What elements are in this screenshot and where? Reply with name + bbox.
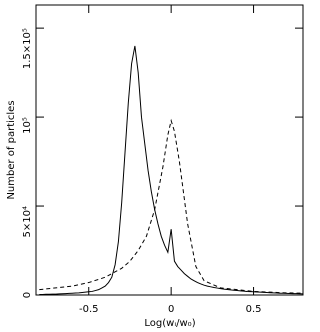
y-axis-label: Number of particles bbox=[6, 100, 17, 199]
series-line bbox=[39, 45, 304, 295]
x-tick-label: 0 bbox=[168, 304, 174, 315]
x-axis-label: Log(wᵢ/w₀) bbox=[144, 318, 195, 329]
plot-frame bbox=[35, 4, 304, 296]
y-tick-label: 10⁵ bbox=[22, 117, 33, 134]
series-line bbox=[39, 118, 304, 294]
y-tick-label: 5×10⁴ bbox=[22, 206, 33, 237]
chart: Log(wᵢ/w₀) Number of particles -0.5 0 0.5 0… bbox=[6, 4, 304, 329]
y-tick-label: 0 bbox=[22, 292, 33, 298]
y-tick-label: 1.5×10⁵ bbox=[22, 28, 33, 69]
x-tick-label: 0.5 bbox=[246, 304, 262, 315]
x-tick-label: -0.5 bbox=[79, 304, 99, 315]
